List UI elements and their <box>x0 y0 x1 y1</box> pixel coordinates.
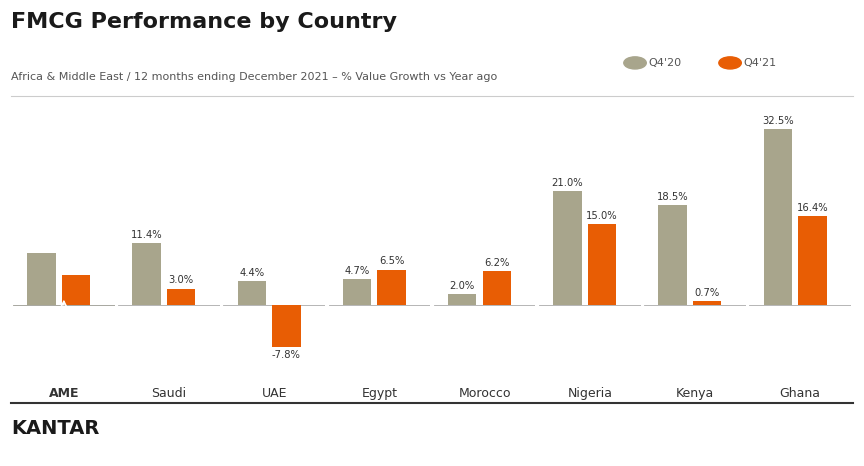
Bar <box>132 243 161 305</box>
Bar <box>272 305 301 347</box>
Text: Africa & Middle East / 12 months ending December 2021 – % Value Growth vs Year a: Africa & Middle East / 12 months ending … <box>11 72 498 82</box>
Text: Morocco: Morocco <box>458 387 511 400</box>
Bar <box>167 288 195 305</box>
Text: Kenya: Kenya <box>676 387 715 400</box>
Bar <box>693 301 721 305</box>
Text: 15.0%: 15.0% <box>586 211 618 220</box>
Bar <box>483 271 511 305</box>
Bar <box>27 253 55 305</box>
Text: 6.2%: 6.2% <box>484 258 510 268</box>
Text: Nigeria: Nigeria <box>568 387 613 400</box>
Bar <box>764 129 792 305</box>
Text: 18.5%: 18.5% <box>657 192 689 202</box>
Text: 32.5%: 32.5% <box>762 116 794 126</box>
Text: AME: AME <box>48 387 79 400</box>
Bar <box>553 192 581 305</box>
Bar <box>798 216 827 305</box>
Text: FMCG Performance by Country: FMCG Performance by Country <box>11 12 397 32</box>
Text: Saudi: Saudi <box>151 387 187 400</box>
Text: UAE: UAE <box>262 387 287 400</box>
Text: 6.5%: 6.5% <box>379 256 404 267</box>
Text: 3.0%: 3.0% <box>168 275 194 285</box>
Text: 5.5%: 5.5% <box>63 262 89 272</box>
Text: Q4'20: Q4'20 <box>648 58 681 68</box>
Text: 2.0%: 2.0% <box>449 281 475 291</box>
Text: Ghana: Ghana <box>779 387 821 400</box>
Text: 0.7%: 0.7% <box>695 288 720 298</box>
Bar <box>448 294 476 305</box>
Text: Egypt: Egypt <box>361 387 397 400</box>
Bar <box>378 270 406 305</box>
Bar <box>658 205 687 305</box>
Text: 4.4%: 4.4% <box>239 268 264 278</box>
Bar <box>62 275 90 305</box>
Text: KANTAR: KANTAR <box>11 419 99 439</box>
Bar <box>588 224 616 305</box>
Text: 16.4%: 16.4% <box>797 203 829 213</box>
Text: Q4'21: Q4'21 <box>743 58 776 68</box>
Bar <box>238 281 266 305</box>
Text: 21.0%: 21.0% <box>551 178 583 188</box>
Text: 11.4%: 11.4% <box>130 230 162 240</box>
Text: -7.8%: -7.8% <box>272 350 301 360</box>
Bar <box>343 280 372 305</box>
Text: FMCG: FMCG <box>41 113 86 127</box>
Text: 9.6%: 9.6% <box>29 240 54 250</box>
Text: 4.7%: 4.7% <box>345 266 370 276</box>
Text: □: □ <box>46 216 82 254</box>
